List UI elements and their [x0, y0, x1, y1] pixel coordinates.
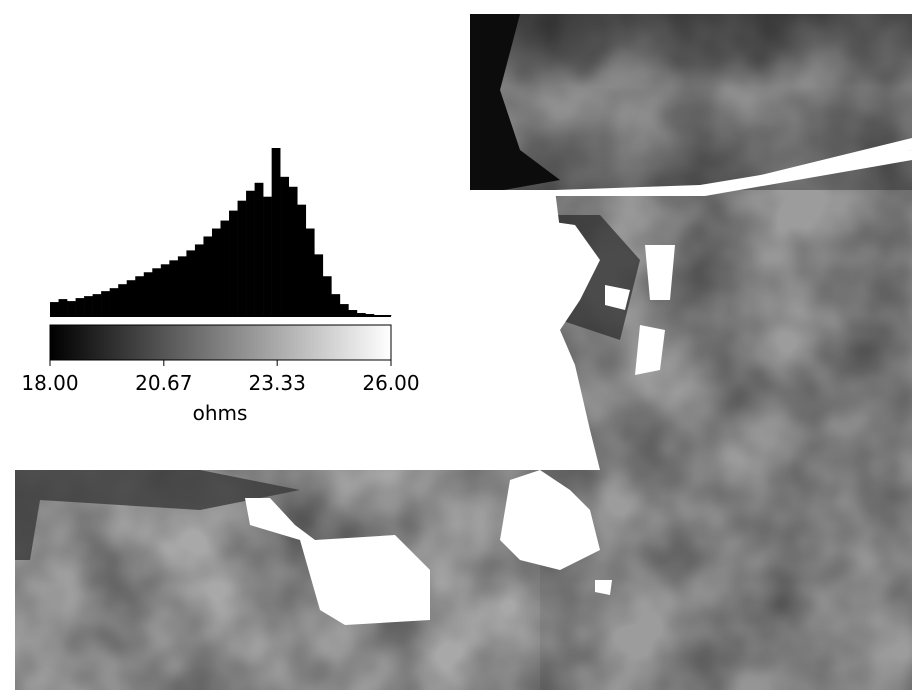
histogram-bar [271, 147, 281, 316]
x-tick-label: 18.00 [21, 371, 78, 395]
histogram-bar [75, 298, 85, 316]
colorbar [49, 324, 392, 361]
histogram-bar [263, 196, 272, 316]
histogram-bar [203, 236, 213, 316]
histogram-bar [373, 315, 383, 316]
histogram-bar [169, 260, 179, 316]
histogram-bar [297, 204, 307, 316]
histogram-bar [229, 210, 238, 316]
histogram-bar [356, 313, 366, 316]
histogram-bar [58, 299, 68, 316]
histogram-bar [118, 284, 128, 316]
histogram-bar [177, 256, 187, 316]
histogram-bar [84, 296, 93, 316]
histogram-bar [186, 250, 196, 316]
histogram-bar [143, 272, 153, 316]
histogram-bar [109, 288, 119, 316]
histogram-bar [237, 200, 247, 316]
histogram-bar [348, 310, 358, 316]
histogram-bar [322, 276, 332, 316]
x-axis-label: ohms [193, 401, 248, 425]
histogram-bar [152, 268, 162, 316]
histogram-bar [314, 254, 324, 316]
x-tick-label: 23.33 [249, 371, 306, 395]
histogram-bar [246, 190, 255, 316]
histogram-bar [382, 315, 392, 316]
histogram-bar [220, 220, 230, 316]
histogram-bar [67, 301, 76, 316]
histogram-bar [331, 294, 341, 316]
histogram-bar [50, 302, 59, 316]
histogram-bar [92, 294, 102, 316]
x-tick-label: 20.67 [135, 371, 192, 395]
histogram-bar [101, 291, 110, 316]
histogram-bar [288, 186, 298, 316]
histogram-bar [280, 176, 289, 316]
histogram-bar [339, 304, 349, 316]
histogram-bar [254, 182, 264, 316]
x-tick-label: 26.00 [362, 371, 419, 395]
histogram-bar [305, 228, 315, 316]
histogram-bar [365, 314, 375, 316]
histogram-legend: ohms 18.00 20.67 23.33 26.00 [21, 147, 420, 425]
histogram-bar [160, 264, 170, 316]
histogram-bar [126, 280, 136, 316]
histogram-bar [135, 276, 145, 316]
histogram-bar [194, 244, 204, 316]
histogram-bar [211, 228, 221, 316]
